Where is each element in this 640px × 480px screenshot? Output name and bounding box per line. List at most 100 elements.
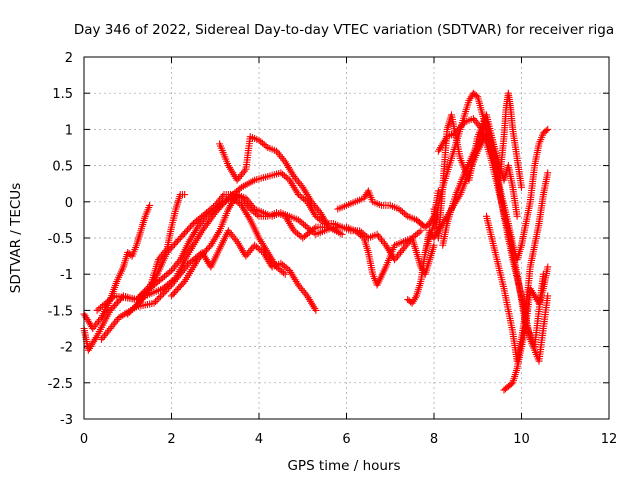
data-point [294, 191, 302, 199]
data-point [256, 246, 264, 254]
data-point [112, 300, 120, 308]
data-point [412, 231, 420, 239]
data-point [544, 169, 552, 177]
data-point [181, 191, 189, 199]
series-arc7 [168, 191, 346, 300]
data-point [325, 223, 333, 231]
series-arc1 [80, 201, 154, 332]
data-point [274, 264, 282, 272]
data-point [251, 241, 259, 249]
data-point [129, 305, 137, 313]
data-point [280, 269, 287, 277]
data-point [290, 227, 298, 235]
x-tick-label: 12 [601, 432, 618, 447]
data-point [179, 231, 187, 239]
data-point [95, 305, 103, 313]
y-tick-label: 2 [65, 51, 73, 66]
data-point [300, 195, 308, 203]
data-point [125, 308, 133, 316]
data-point [172, 239, 180, 247]
data-point [169, 290, 177, 298]
data-point [397, 206, 405, 214]
series-arc3 [98, 227, 320, 343]
data-point [415, 228, 423, 236]
data-point [155, 294, 163, 302]
data-point [201, 248, 209, 256]
data-point [399, 208, 406, 216]
y-axis-label: SDTVAR / TECUs [8, 183, 24, 293]
data-point [160, 289, 168, 297]
data-point [279, 261, 287, 269]
data-point [282, 173, 290, 181]
data-point [298, 219, 306, 227]
data-point [254, 244, 262, 252]
data-point [300, 220, 308, 228]
data-point [252, 243, 260, 251]
data-point [295, 231, 303, 239]
x-axis-label: GPS time / hours [287, 458, 400, 474]
x-tick-label: 8 [430, 432, 438, 447]
data-point [109, 293, 117, 301]
series-arc18 [518, 125, 552, 249]
data-point [178, 281, 186, 289]
data-point [257, 138, 265, 146]
data-point [203, 212, 210, 220]
data-point [296, 217, 304, 225]
data-point [105, 296, 113, 304]
data-point [162, 271, 170, 279]
data-point [400, 209, 408, 217]
data-point [395, 205, 403, 213]
data-point [542, 127, 550, 135]
x-tick-label: 10 [513, 432, 530, 447]
y-tick-label: -3 [60, 413, 73, 428]
data-point [208, 208, 216, 216]
x-tick-labels: 0 2 4 6 8 10 12 [80, 432, 617, 447]
data-point [176, 234, 184, 242]
data-point [236, 185, 244, 193]
data-point [106, 306, 114, 314]
data-point [184, 226, 192, 234]
data-point [277, 259, 285, 267]
data-point [114, 298, 122, 306]
series-arc17 [500, 263, 552, 394]
data-point [156, 293, 164, 301]
y-tick-labels: -3 -2.5 -2 -1.5 -1 -0.5 0 0.5 1 1.5 2 [48, 51, 73, 428]
y-tick-label: 1 [65, 123, 73, 138]
data-point [168, 292, 175, 300]
data-point [172, 287, 180, 295]
data-point [351, 227, 359, 235]
data-point [100, 301, 108, 309]
data-point [260, 141, 268, 149]
data-point [169, 242, 177, 250]
y-tick-label: -1 [60, 268, 73, 283]
data-point [314, 214, 322, 222]
series-arc15 [439, 89, 525, 249]
plot-frame [83, 56, 610, 420]
data-point [168, 244, 175, 252]
y-tick-label: -2 [60, 341, 73, 356]
y-tick-label: 1.5 [52, 87, 73, 102]
x-tick-label: 2 [167, 432, 175, 447]
x-tick-label: 6 [342, 432, 350, 447]
data-point [218, 199, 226, 207]
data-point [294, 216, 302, 224]
data-point [213, 204, 221, 212]
data-point [97, 304, 105, 312]
data-point [305, 225, 313, 233]
data-point [152, 298, 160, 306]
data-point [204, 244, 212, 252]
series-arc8 [216, 133, 333, 231]
data-point [298, 193, 306, 201]
data-point [278, 267, 286, 275]
data-point [210, 206, 217, 214]
data-point [417, 227, 425, 235]
data-point [301, 222, 309, 230]
y-tick-label: -2.5 [48, 377, 73, 392]
data-point [102, 299, 110, 307]
data-point [111, 302, 119, 310]
series-arc9 [334, 187, 442, 231]
data-point [280, 172, 288, 180]
data-point [179, 279, 187, 287]
data-point [198, 251, 206, 259]
